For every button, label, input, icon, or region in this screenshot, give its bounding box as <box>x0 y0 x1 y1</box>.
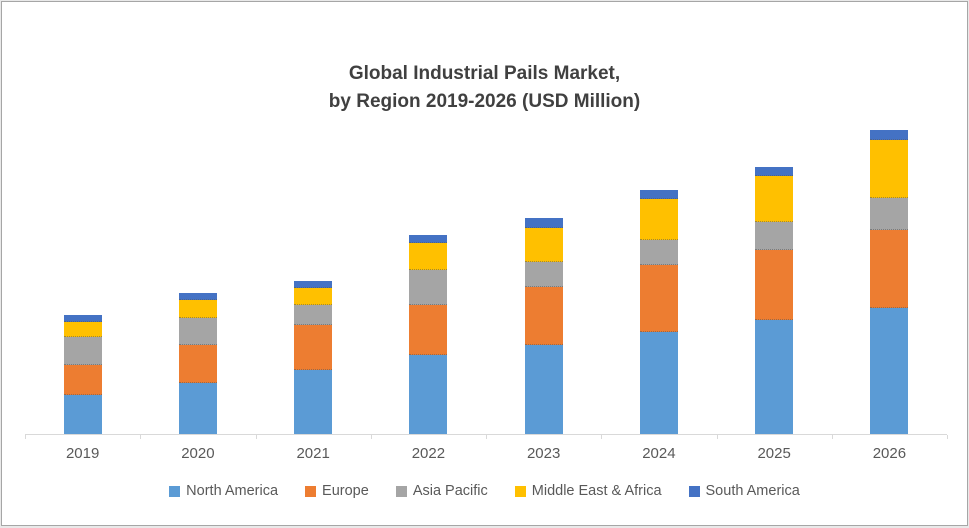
x-axis-line <box>25 434 948 439</box>
bar-segment-north-america-2023 <box>524 345 563 434</box>
legend-swatch-middle-east-africa <box>514 485 526 497</box>
legend-swatch-europe <box>305 485 317 497</box>
bar-segment-middle-east-africa-2019 <box>63 322 102 337</box>
bar-segment-middle-east-africa-2025 <box>755 176 794 222</box>
bar-slot-2019 <box>25 114 140 434</box>
x-axis-tick <box>486 435 487 439</box>
x-axis-tick <box>601 435 603 439</box>
legend-item-asia-pacific: Asia Pacific <box>395 483 488 499</box>
bar-segment-europe-2026 <box>870 230 909 308</box>
bar-segment-asia-pacific-2022 <box>409 270 448 305</box>
x-axis-labels: 2019 2020 2021 2022 2023 2024 2025 2026 <box>25 439 947 462</box>
bar-segment-south-america-2021 <box>294 281 333 288</box>
bar-segment-south-america-2026 <box>870 130 909 140</box>
bar-slot-2022 <box>371 114 486 434</box>
x-axis-label-2022: 2022 <box>411 445 446 462</box>
x-axis-label-2019: 2019 <box>65 445 100 462</box>
legend-item-europe: Europe <box>305 483 369 499</box>
stacked-bar-2023 <box>524 218 563 434</box>
bar-segment-north-america-2022 <box>409 355 448 434</box>
x-axis-tick <box>716 435 718 439</box>
bar-segment-middle-east-africa-2023 <box>524 228 563 262</box>
legend-item-south-america: South America <box>688 483 800 499</box>
stacked-bar-2020 <box>178 293 217 434</box>
bar-slot-2026 <box>832 114 947 434</box>
chart-title: Global Industrial Pails Market, by Regio… <box>2 60 967 116</box>
bar-segment-north-america-2026 <box>870 308 909 434</box>
x-axis-label-2021: 2021 <box>296 445 330 462</box>
bar-segment-north-america-2019 <box>63 395 102 434</box>
legend: North America Europe Asia Pacific Middle Ea… <box>2 483 967 499</box>
bar-segment-middle-east-africa-2024 <box>639 199 678 240</box>
x-axis-tick <box>370 435 372 439</box>
bar-segment-south-america-2022 <box>409 235 448 243</box>
bar-segment-europe-2023 <box>524 287 563 345</box>
legend-item-middle-east-africa: Middle East & Africa <box>514 483 662 499</box>
bar-segment-middle-east-africa-2026 <box>870 140 909 198</box>
x-axis-tick <box>831 435 833 439</box>
stacked-bar-2022 <box>409 235 448 434</box>
bar-segment-asia-pacific-2021 <box>294 305 333 325</box>
bars-row <box>25 114 947 434</box>
legend-item-north-america: North America <box>169 483 278 499</box>
bar-segment-europe-2020 <box>178 345 217 383</box>
x-axis-label-2024: 2024 <box>642 445 676 462</box>
stacked-bar-2019 <box>63 315 102 434</box>
x-axis-tick <box>255 435 257 439</box>
stacked-bar-2021 <box>294 281 333 434</box>
legend-label-middle-east-africa: Middle East & Africa <box>531 483 662 499</box>
bar-segment-north-america-2021 <box>294 370 333 434</box>
legend-label-north-america: North America <box>186 483 279 499</box>
chart-title-line-2: by Region 2019-2026 (USD Million) <box>328 91 641 112</box>
x-axis-label-2023: 2023 <box>526 445 561 462</box>
bar-segment-north-america-2020 <box>178 383 217 434</box>
bar-segment-south-america-2025 <box>755 167 794 176</box>
bar-segment-middle-east-africa-2021 <box>294 288 333 305</box>
bar-segment-asia-pacific-2026 <box>870 198 909 230</box>
bar-segment-north-america-2025 <box>755 320 794 434</box>
legend-label-south-america: South America <box>705 483 800 499</box>
bar-segment-asia-pacific-2025 <box>755 222 794 250</box>
stacked-bar-2024 <box>639 190 678 434</box>
bar-segment-asia-pacific-2023 <box>524 262 563 287</box>
bar-segment-europe-2022 <box>409 305 448 355</box>
bar-segment-europe-2019 <box>63 365 102 395</box>
x-axis-tick <box>140 435 142 439</box>
bar-segment-south-america-2024 <box>639 190 678 199</box>
legend-swatch-south-america <box>688 485 700 497</box>
x-axis-label-2020: 2020 <box>181 445 215 462</box>
bar-segment-south-america-2020 <box>178 293 217 300</box>
bar-segment-south-america-2019 <box>63 315 102 322</box>
x-axis-label-2025: 2025 <box>757 445 791 462</box>
bar-segment-middle-east-africa-2020 <box>178 300 217 318</box>
bar-slot-2024 <box>601 114 716 434</box>
stacked-bar-2025 <box>755 167 794 434</box>
x-axis-label-2026: 2026 <box>872 445 907 462</box>
bar-segment-europe-2021 <box>294 325 333 370</box>
legend-swatch-north-america <box>169 485 181 497</box>
bar-slot-2025 <box>717 114 832 434</box>
bar-segment-middle-east-africa-2022 <box>409 243 448 270</box>
legend-label-asia-pacific: Asia Pacific <box>412 483 488 499</box>
bar-segment-asia-pacific-2024 <box>639 240 678 265</box>
stacked-bar-2026 <box>870 130 909 434</box>
x-axis-tick <box>25 435 26 439</box>
bar-segment-asia-pacific-2020 <box>178 318 217 345</box>
chart-title-line-1: Global Industrial Pails Market, <box>348 63 621 84</box>
bar-segment-north-america-2024 <box>639 332 678 434</box>
plot-area: 2019 2020 2021 2022 2023 2024 2025 2026 <box>25 114 948 462</box>
bar-slot-2020 <box>140 114 255 434</box>
bar-slot-2021 <box>256 114 371 434</box>
bar-segment-europe-2024 <box>639 265 678 332</box>
bar-segment-asia-pacific-2019 <box>63 337 102 365</box>
bar-segment-south-america-2023 <box>524 218 563 228</box>
legend-swatch-asia-pacific <box>395 485 407 497</box>
bar-slot-2023 <box>486 114 601 434</box>
x-axis-tick <box>947 435 948 439</box>
bar-segment-europe-2025 <box>755 250 794 320</box>
legend-label-europe: Europe <box>322 483 369 499</box>
